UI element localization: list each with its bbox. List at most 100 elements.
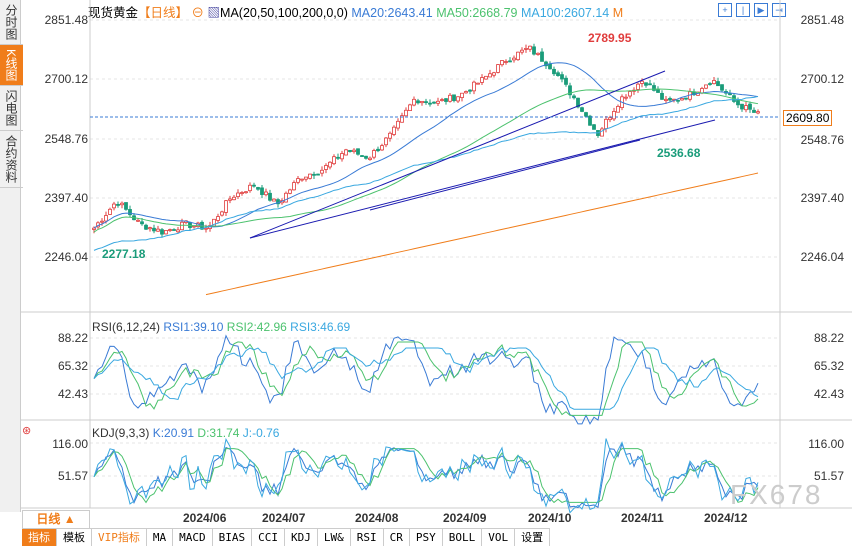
candle xyxy=(412,98,416,106)
tab-6[interactable]: CCI xyxy=(252,529,285,546)
tab-10[interactable]: CR xyxy=(384,529,410,546)
tab-0[interactable]: 指标 xyxy=(22,529,57,546)
candle xyxy=(576,97,580,108)
candle xyxy=(644,82,648,86)
tab-1[interactable]: 模板 xyxy=(57,529,92,546)
target-icon[interactable]: ⊛ xyxy=(22,425,32,437)
candle xyxy=(384,137,388,146)
candle xyxy=(560,74,564,80)
candle xyxy=(564,77,568,85)
price-tick: 2548.76 xyxy=(44,132,88,146)
zoom-range-icon[interactable]: | xyxy=(736,3,750,17)
current-price-label: 2609.80 xyxy=(783,110,833,126)
sidebar-item-timeshare[interactable]: 分时图 xyxy=(0,0,23,45)
candle xyxy=(260,187,264,195)
candle xyxy=(452,94,456,101)
candle xyxy=(520,49,524,53)
candle xyxy=(332,156,336,165)
candle xyxy=(472,81,476,92)
candle xyxy=(744,105,748,111)
tab-7[interactable]: KDJ xyxy=(285,529,318,546)
candle xyxy=(752,109,756,113)
tab-14[interactable]: 设置 xyxy=(515,529,551,546)
candle xyxy=(240,192,244,194)
candle xyxy=(304,176,308,180)
candle xyxy=(424,101,428,104)
end-icon[interactable]: ⇥ xyxy=(772,3,786,17)
kdj-legend: KDJ(9,3,3) K:20.91 D:31.74 J:-0.76 xyxy=(92,426,280,440)
rsi-tick: 65.32 xyxy=(57,359,88,373)
candle xyxy=(420,100,424,104)
candle xyxy=(548,63,552,70)
price-tick: 2851.48 xyxy=(44,13,88,27)
rsi-tick: 42.43 xyxy=(813,387,844,401)
candle xyxy=(276,199,280,205)
date-tick: 2024/06 xyxy=(183,511,227,525)
tab-8[interactable]: LW& xyxy=(318,529,351,546)
candle xyxy=(708,83,712,85)
sidebar-item-kline[interactable]: K线图 xyxy=(0,45,23,87)
candle xyxy=(288,189,292,194)
tab-3[interactable]: MA xyxy=(147,529,174,546)
tab-12[interactable]: BOLL xyxy=(443,529,483,546)
candle xyxy=(116,204,120,206)
tab-11[interactable]: PSY xyxy=(410,529,443,546)
sidebar-item-contract[interactable]: 合约资料 xyxy=(0,131,23,189)
tab-2[interactable]: VIP指标 xyxy=(92,529,147,546)
candle xyxy=(756,111,760,114)
price-tick: 2246.04 xyxy=(44,250,88,264)
period[interactable]: 【日线】 xyxy=(138,6,189,20)
play-icon[interactable]: ▶ xyxy=(754,3,768,17)
tab-13[interactable]: VOL xyxy=(482,529,516,546)
candle xyxy=(220,211,224,216)
candle xyxy=(336,156,340,159)
candle xyxy=(592,124,596,130)
candle xyxy=(540,51,544,62)
tab-9[interactable]: RSI xyxy=(351,529,384,546)
candle xyxy=(376,148,380,152)
chart-header: 现货黄金【日线】 ⊖ ▧MA(20,50,100,200,0,0) MA20:2… xyxy=(88,2,623,21)
candle xyxy=(244,191,248,194)
candle xyxy=(152,227,156,232)
rsi-tick: 65.32 xyxy=(813,359,844,373)
candle xyxy=(272,198,276,202)
rsi-tick: 42.43 xyxy=(57,387,88,401)
candle xyxy=(508,60,512,63)
rsi-tick: 88.22 xyxy=(57,331,88,345)
candle xyxy=(108,208,112,215)
trend-line xyxy=(249,119,716,239)
candle xyxy=(612,111,616,120)
price-tick: 2700.12 xyxy=(800,72,844,86)
candle xyxy=(284,192,288,203)
date-tick: 2024/09 xyxy=(443,511,487,525)
candle xyxy=(720,84,724,91)
period-button[interactable]: 日线 ▲ xyxy=(22,510,90,529)
candle xyxy=(248,184,252,192)
settings-icon[interactable]: ⊖ xyxy=(191,6,205,20)
candle xyxy=(168,229,172,231)
candle xyxy=(140,221,144,225)
low-annotation: 2536.68 xyxy=(657,146,701,160)
candle xyxy=(488,73,492,78)
kdj-tick: 116.00 xyxy=(52,437,88,451)
tab-4[interactable]: MACD xyxy=(173,529,213,546)
sidebar-item-flash[interactable]: 闪电图 xyxy=(0,86,23,132)
candle xyxy=(600,128,604,137)
tab-5[interactable]: BIAS xyxy=(213,529,253,546)
candle xyxy=(628,91,632,97)
candle xyxy=(348,149,352,153)
candle xyxy=(740,103,744,110)
candle xyxy=(408,104,412,112)
candle xyxy=(312,173,316,176)
candle xyxy=(344,149,348,156)
crosshair-icon[interactable]: + xyxy=(718,3,732,17)
price-tick: 2548.76 xyxy=(800,133,844,147)
candle xyxy=(252,184,256,187)
candle xyxy=(128,209,132,216)
candle xyxy=(604,118,608,130)
candle xyxy=(120,202,124,206)
candle xyxy=(388,132,392,139)
d-line xyxy=(93,448,759,504)
ma50-line xyxy=(93,88,759,233)
